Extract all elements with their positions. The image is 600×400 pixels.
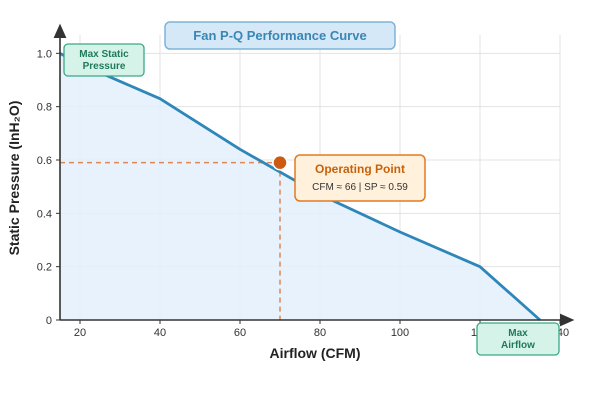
x-axis-title: Airflow (CFM) [270, 345, 361, 361]
operating-point-title: Operating Point [315, 162, 405, 176]
y-tick-label: 0 [46, 315, 52, 327]
y-tick-label: 1.0 [37, 48, 52, 60]
tick-labels: 2040608010012014000.20.40.60.81.0 [37, 48, 569, 339]
y-tick-label: 0.2 [37, 262, 52, 274]
operating-point-group: Operating Point CFM ≈ 66 | SP ≈ 0.59 [272, 154, 426, 202]
operating-point-detail: CFM ≈ 66 | SP ≈ 0.59 [312, 182, 408, 193]
max-airflow-label: Airflow [501, 340, 535, 351]
max-static-label: Max Static [79, 49, 129, 60]
operating-point-box [294, 154, 426, 202]
y-axis-title: Static Pressure (InH₂O) [6, 101, 22, 256]
y-tick-label: 0.6 [37, 155, 52, 167]
y-tick-label: 0.8 [37, 102, 52, 114]
max-airflow-box [476, 322, 560, 356]
y-tick-label: 0.4 [37, 208, 52, 220]
x-tick-label: 40 [154, 327, 166, 339]
chart-title: Fan P-Q Performance Curve [193, 28, 366, 43]
max-static-box [63, 43, 145, 77]
x-tick-label: 100 [391, 327, 409, 339]
x-tick-label: 20 [74, 327, 86, 339]
max-static-label: Pressure [83, 61, 126, 72]
operating-guides [60, 161, 281, 320]
axes [53, 23, 575, 327]
operating-point-marker [272, 154, 288, 171]
x-tick-label: 80 [314, 327, 326, 339]
title-box: Fan P-Q Performance Curve [164, 21, 396, 50]
x-tick-label: 60 [234, 327, 246, 339]
max-airflow-label: Max [508, 328, 528, 339]
